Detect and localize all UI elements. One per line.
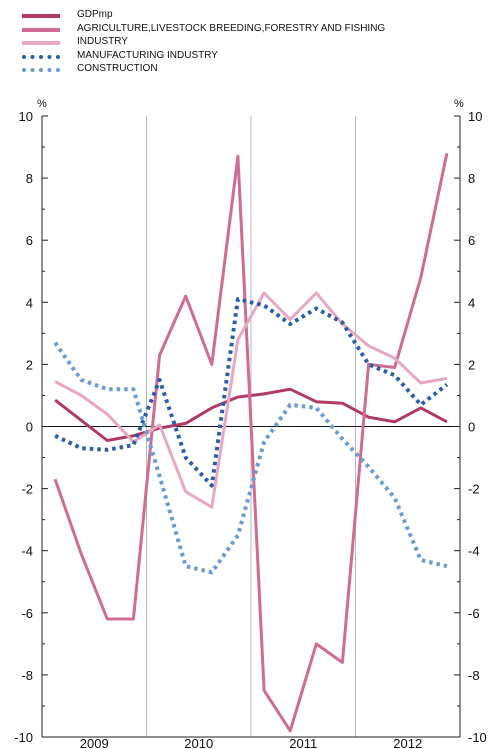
- y-tick-label-right: -6: [468, 606, 480, 621]
- legend-swatch: [22, 27, 60, 32]
- x-year-label: 2012: [393, 736, 422, 749]
- legend-label: CONSTRUCTION: [77, 63, 158, 74]
- y-tick-label-right: 10: [468, 109, 482, 124]
- y-tick-label-right: 2: [468, 357, 475, 372]
- legend-swatch: [22, 14, 60, 18]
- series-line-3: [54, 291, 448, 509]
- y-tick-label-right: -10: [468, 730, 487, 745]
- y-tick-label-right: -4: [468, 544, 480, 559]
- y-tick-label-left: 0: [26, 420, 33, 435]
- y-tick-label-left: -10: [14, 730, 33, 745]
- legend-label: MANUFACTURING INDUSTRY: [77, 49, 218, 61]
- y-unit-right: %: [454, 98, 464, 110]
- legend-swatch: [22, 41, 60, 45]
- x-year-label: 2009: [80, 736, 109, 749]
- y-tick-label-left: 8: [26, 171, 33, 186]
- y-tick-label-left: -8: [21, 668, 33, 683]
- y-tick-label-right: 8: [468, 171, 475, 186]
- legend-swatch: [22, 68, 60, 72]
- y-tick-label-left: 2: [26, 357, 33, 372]
- y-tick-label-left: -4: [21, 544, 33, 559]
- y-tick-label-left: -6: [21, 606, 33, 621]
- y-tick-label-left: 4: [26, 295, 33, 310]
- legend-label: AGRICULTURE,LIVESTOCK BREEDING,FORESTRY …: [77, 22, 386, 34]
- y-tick-label-left: -2: [21, 482, 33, 497]
- x-year-label: 2011: [289, 736, 317, 749]
- y-tick-label-right: 4: [468, 295, 475, 310]
- y-tick-label-right: 6: [468, 233, 475, 248]
- series-line-2: [53, 152, 449, 733]
- legend-label: GDPmp: [77, 9, 113, 20]
- y-tick-label-right: -8: [468, 668, 480, 683]
- legend-swatch: [22, 54, 60, 59]
- series-line-5: [53, 341, 448, 575]
- y-tick-label-left: 6: [26, 233, 33, 248]
- series-line-4: [54, 297, 449, 488]
- y-tick-label-right: 0: [468, 420, 475, 435]
- y-tick-label-right: -2: [468, 482, 480, 497]
- y-tick-label-left: 10: [19, 109, 33, 124]
- legend-label: INDUSTRY: [77, 36, 128, 47]
- y-unit-left: %: [37, 98, 47, 110]
- x-year-label: 2010: [184, 736, 213, 749]
